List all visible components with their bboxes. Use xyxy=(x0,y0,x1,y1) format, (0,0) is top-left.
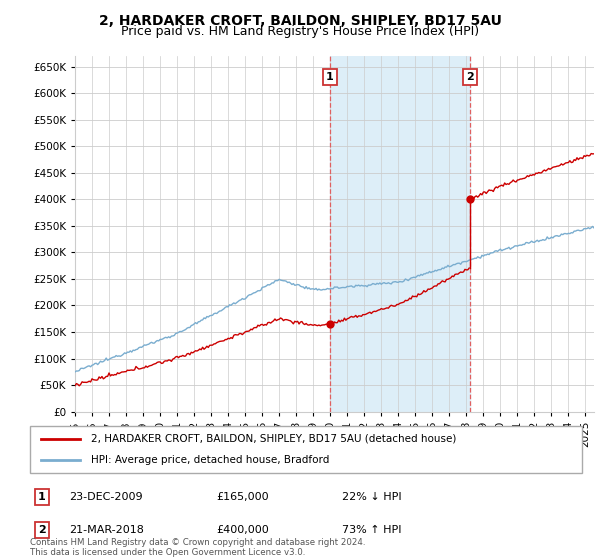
Text: 2, HARDAKER CROFT, BAILDON, SHIPLEY, BD17 5AU (detached house): 2, HARDAKER CROFT, BAILDON, SHIPLEY, BD1… xyxy=(91,434,456,444)
Text: Price paid vs. HM Land Registry's House Price Index (HPI): Price paid vs. HM Land Registry's House … xyxy=(121,25,479,38)
FancyBboxPatch shape xyxy=(30,426,582,473)
Text: £165,000: £165,000 xyxy=(216,492,269,502)
Text: HPI: Average price, detached house, Bradford: HPI: Average price, detached house, Brad… xyxy=(91,455,329,465)
Text: 23-DEC-2009: 23-DEC-2009 xyxy=(69,492,143,502)
Text: 73% ↑ HPI: 73% ↑ HPI xyxy=(342,525,401,535)
Text: 2: 2 xyxy=(466,72,474,82)
Text: 22% ↓ HPI: 22% ↓ HPI xyxy=(342,492,401,502)
Text: Contains HM Land Registry data © Crown copyright and database right 2024.
This d: Contains HM Land Registry data © Crown c… xyxy=(30,538,365,557)
Text: 21-MAR-2018: 21-MAR-2018 xyxy=(69,525,144,535)
Text: 2, HARDAKER CROFT, BAILDON, SHIPLEY, BD17 5AU: 2, HARDAKER CROFT, BAILDON, SHIPLEY, BD1… xyxy=(98,14,502,28)
Text: 2: 2 xyxy=(38,525,46,535)
Text: £400,000: £400,000 xyxy=(216,525,269,535)
Text: 1: 1 xyxy=(38,492,46,502)
Bar xyxy=(330,56,470,412)
Text: 1: 1 xyxy=(326,72,334,82)
